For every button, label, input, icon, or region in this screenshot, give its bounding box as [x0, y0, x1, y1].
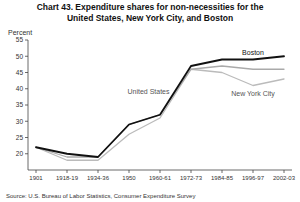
y-tick	[25, 105, 28, 106]
y-tick	[25, 40, 28, 41]
x-tick	[160, 170, 161, 173]
x-tick	[222, 170, 223, 173]
plot-area	[36, 56, 284, 160]
series-line	[36, 56, 284, 157]
x-tick	[253, 170, 254, 173]
x-tick	[98, 170, 99, 173]
y-tick-label: 50	[16, 53, 24, 60]
y-axis-label: Percent	[8, 29, 32, 36]
y-tick-label: 25	[16, 134, 24, 141]
title-line: Chart 43. Expenditure shares for non-nec…	[37, 2, 264, 12]
y-tick-label: 40	[16, 85, 24, 92]
x-tick	[191, 170, 192, 173]
series-label: United States	[127, 88, 170, 95]
x-tick-label: 1901	[29, 175, 43, 181]
y-tick-label: 45	[16, 69, 24, 76]
y-tick	[25, 72, 28, 73]
title: Chart 43. Expenditure shares for non-nec…	[37, 2, 264, 23]
x-tick-label: 2002-03	[273, 175, 296, 181]
x-tick	[129, 170, 130, 173]
series-label: Boston	[242, 49, 264, 56]
x-tick-label: 1950	[122, 175, 136, 181]
x-tick-label: 1984-85	[211, 175, 234, 181]
x-tick-label: 1996-97	[242, 175, 265, 181]
y-tick	[25, 56, 28, 57]
y-tick	[25, 153, 28, 154]
x-tick-label: 1972-73	[180, 175, 203, 181]
y-tick	[25, 121, 28, 122]
y-tick	[25, 88, 28, 89]
y-tick-label: 30	[16, 118, 24, 125]
x-tick-label: 1918-19	[56, 175, 79, 181]
x-tick	[36, 170, 37, 173]
series-label: New York City	[231, 90, 275, 98]
y-tick	[25, 137, 28, 138]
x-tick-label: 1934-36	[87, 175, 110, 181]
x-tick-label: 1960-61	[149, 175, 172, 181]
y-tick-label: 20	[16, 150, 24, 157]
y-tick-label: 55	[16, 36, 24, 43]
x-tick	[284, 170, 285, 173]
x-tick	[67, 170, 68, 173]
title-line: United States, New York City, and Boston	[67, 13, 233, 23]
y-tick-label: 35	[16, 101, 24, 108]
source-note: Source: U.S. Bureau of Labor Statistics,…	[6, 193, 195, 199]
background	[0, 0, 300, 202]
series-line	[36, 66, 284, 157]
